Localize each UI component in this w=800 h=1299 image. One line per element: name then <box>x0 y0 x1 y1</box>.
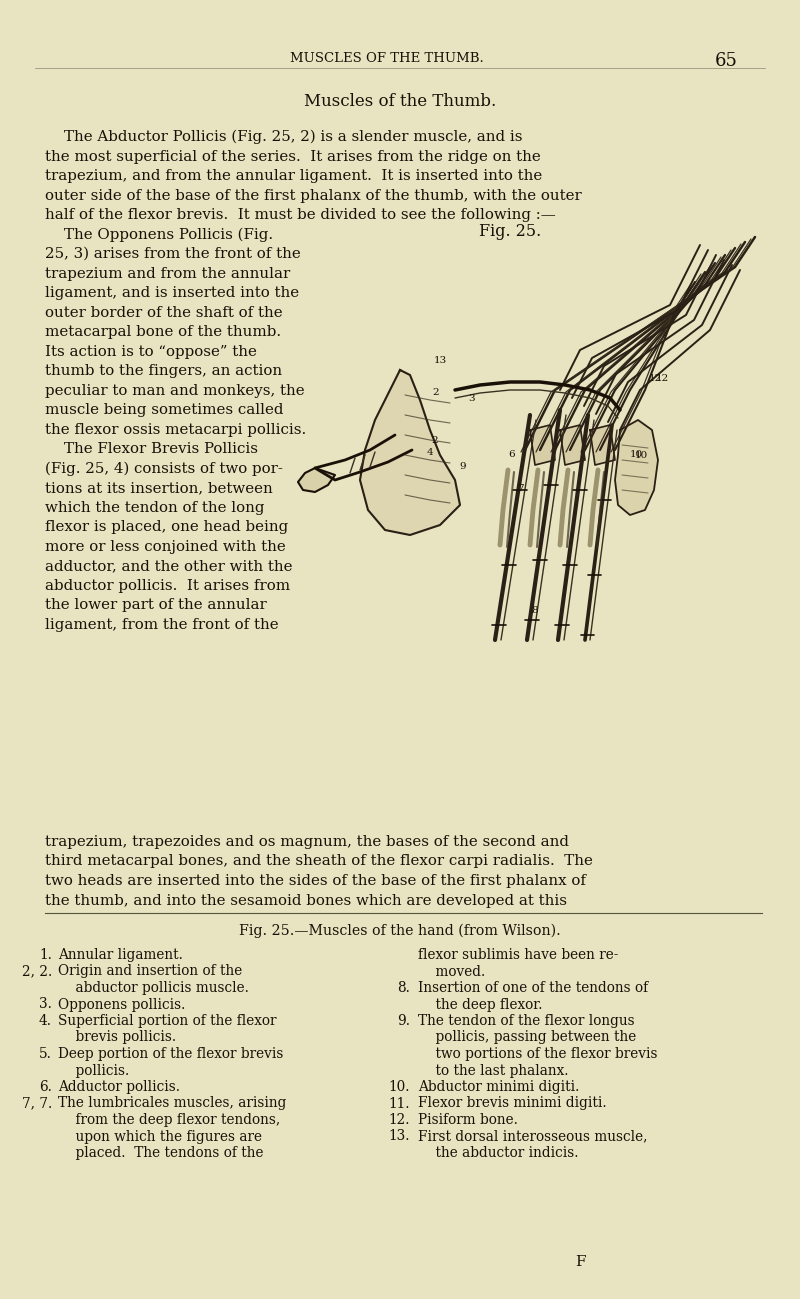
Text: to the last phalanx.: to the last phalanx. <box>418 1064 569 1077</box>
Text: The lumbricales muscles, arising: The lumbricales muscles, arising <box>58 1096 286 1111</box>
Text: Muscles of the Thumb.: Muscles of the Thumb. <box>304 94 496 110</box>
Text: trapezium and from the annular: trapezium and from the annular <box>45 266 290 281</box>
Text: two heads are inserted into the sides of the base of the first phalanx of: two heads are inserted into the sides of… <box>45 874 586 889</box>
Text: the abductor indicis.: the abductor indicis. <box>418 1146 578 1160</box>
Text: 4.: 4. <box>39 1015 52 1028</box>
Text: half of the flexor brevis.  It must be divided to see the following :—: half of the flexor brevis. It must be di… <box>45 208 556 222</box>
Text: Insertion of one of the tendons of: Insertion of one of the tendons of <box>418 981 648 995</box>
Text: The Flexor Brevis Pollicis: The Flexor Brevis Pollicis <box>45 442 258 456</box>
Text: 13: 13 <box>434 356 446 365</box>
Text: 5.: 5. <box>39 1047 52 1061</box>
Text: The Abductor Pollicis (Fig. 25, 2) is a slender muscle, and is: The Abductor Pollicis (Fig. 25, 2) is a … <box>45 130 522 144</box>
Text: brevis pollicis.: brevis pollicis. <box>58 1030 176 1044</box>
Polygon shape <box>360 370 460 535</box>
Text: 8: 8 <box>532 605 538 614</box>
Text: the thumb, and into the sesamoid bones which are developed at this: the thumb, and into the sesamoid bones w… <box>45 894 567 908</box>
Text: abductor pollicis.  It arises from: abductor pollicis. It arises from <box>45 578 290 592</box>
Text: outer border of the shaft of the: outer border of the shaft of the <box>45 305 282 320</box>
Text: 13.: 13. <box>389 1130 410 1143</box>
Text: 2, 2.: 2, 2. <box>22 964 52 978</box>
Text: 3.: 3. <box>39 998 52 1012</box>
Text: 9: 9 <box>460 461 466 470</box>
Text: Annular ligament.: Annular ligament. <box>58 948 183 963</box>
Text: 12: 12 <box>655 374 669 382</box>
Text: 12.: 12. <box>389 1113 410 1128</box>
Text: thumb to the fingers, an action: thumb to the fingers, an action <box>45 364 282 378</box>
Text: trapezium, and from the annular ligament.  It is inserted into the: trapezium, and from the annular ligament… <box>45 169 542 183</box>
Text: Flexor brevis minimi digiti.: Flexor brevis minimi digiti. <box>418 1096 606 1111</box>
Text: the flexor ossis metacarpi pollicis.: the flexor ossis metacarpi pollicis. <box>45 422 306 436</box>
Text: The tendon of the flexor longus: The tendon of the flexor longus <box>418 1015 634 1028</box>
Text: tions at its insertion, between: tions at its insertion, between <box>45 481 273 495</box>
Text: from the deep flexor tendons,: from the deep flexor tendons, <box>58 1113 280 1128</box>
Text: 10.: 10. <box>389 1079 410 1094</box>
Text: The Opponens Pollicis (Fig.: The Opponens Pollicis (Fig. <box>45 227 273 242</box>
Text: Adductor pollicis.: Adductor pollicis. <box>58 1079 180 1094</box>
Text: Deep portion of the flexor brevis: Deep portion of the flexor brevis <box>58 1047 283 1061</box>
Text: pollicis.: pollicis. <box>58 1064 130 1077</box>
Text: pollicis, passing between the: pollicis, passing between the <box>418 1030 636 1044</box>
Text: 2: 2 <box>432 435 438 444</box>
Polygon shape <box>560 425 585 465</box>
Text: abductor pollicis muscle.: abductor pollicis muscle. <box>58 981 249 995</box>
Text: peculiar to man and monkeys, the: peculiar to man and monkeys, the <box>45 383 305 397</box>
Text: 10: 10 <box>634 451 648 460</box>
Text: placed.  The tendons of the: placed. The tendons of the <box>58 1146 263 1160</box>
Text: the deep flexor.: the deep flexor. <box>418 998 542 1012</box>
Text: 25, 3) arises from the front of the: 25, 3) arises from the front of the <box>45 247 301 261</box>
Text: (Fig. 25, 4) consists of two por-: (Fig. 25, 4) consists of two por- <box>45 461 283 475</box>
Polygon shape <box>298 468 335 492</box>
Text: Superficial portion of the flexor: Superficial portion of the flexor <box>58 1015 277 1028</box>
Text: 65: 65 <box>715 52 738 70</box>
Text: which the tendon of the long: which the tendon of the long <box>45 500 265 514</box>
Text: ligament, from the front of the: ligament, from the front of the <box>45 617 278 631</box>
Text: adductor, and the other with the: adductor, and the other with the <box>45 559 293 573</box>
Text: Pisiform bone.: Pisiform bone. <box>418 1113 518 1128</box>
Text: third metacarpal bones, and the sheath of the flexor carpi radialis.  The: third metacarpal bones, and the sheath o… <box>45 855 593 869</box>
Text: Opponens pollicis.: Opponens pollicis. <box>58 998 186 1012</box>
Text: 2: 2 <box>433 387 439 396</box>
Text: two portions of the flexor brevis: two portions of the flexor brevis <box>418 1047 658 1061</box>
Polygon shape <box>615 420 658 514</box>
Text: Its action is to “oppose” the: Its action is to “oppose” the <box>45 344 257 359</box>
Polygon shape <box>590 425 615 465</box>
Text: 7: 7 <box>517 483 523 492</box>
Text: flexor is placed, one head being: flexor is placed, one head being <box>45 520 288 534</box>
Text: the lower part of the annular: the lower part of the annular <box>45 598 266 612</box>
Text: Origin and insertion of the: Origin and insertion of the <box>58 964 242 978</box>
Text: Abductor minimi digiti.: Abductor minimi digiti. <box>418 1079 579 1094</box>
Text: outer side of the base of the first phalanx of the thumb, with the outer: outer side of the base of the first phal… <box>45 188 582 203</box>
Text: trapezium, trapezoides and os magnum, the bases of the second and: trapezium, trapezoides and os magnum, th… <box>45 835 569 850</box>
Polygon shape <box>530 425 555 465</box>
Text: moved.: moved. <box>418 964 486 978</box>
Text: First dorsal interosseous muscle,: First dorsal interosseous muscle, <box>418 1130 647 1143</box>
Text: Fig. 25.—Muscles of the hand (from Wilson).: Fig. 25.—Muscles of the hand (from Wilso… <box>239 924 561 938</box>
Text: the most superficial of the series.  It arises from the ridge on the: the most superficial of the series. It a… <box>45 149 541 164</box>
Text: flexor sublimis have been re-: flexor sublimis have been re- <box>418 948 618 963</box>
Text: 10: 10 <box>630 449 642 459</box>
Text: 8.: 8. <box>397 981 410 995</box>
Text: 6: 6 <box>509 449 515 459</box>
Text: ligament, and is inserted into the: ligament, and is inserted into the <box>45 286 299 300</box>
Text: 12: 12 <box>648 374 662 382</box>
Text: muscle being sometimes called: muscle being sometimes called <box>45 403 283 417</box>
Text: MUSCLES OF THE THUMB.: MUSCLES OF THE THUMB. <box>290 52 484 65</box>
Text: upon which the figures are: upon which the figures are <box>58 1130 262 1143</box>
Text: 6.: 6. <box>39 1079 52 1094</box>
Text: Fig. 25.: Fig. 25. <box>479 222 541 239</box>
Text: more or less conjoined with the: more or less conjoined with the <box>45 539 286 553</box>
Text: 9.: 9. <box>397 1015 410 1028</box>
Text: 1.: 1. <box>39 948 52 963</box>
Text: 3: 3 <box>469 394 475 403</box>
Text: 7, 7.: 7, 7. <box>22 1096 52 1111</box>
Text: 4: 4 <box>426 447 434 456</box>
Text: F: F <box>574 1255 586 1269</box>
Text: 11.: 11. <box>389 1096 410 1111</box>
Text: metacarpal bone of the thumb.: metacarpal bone of the thumb. <box>45 325 281 339</box>
